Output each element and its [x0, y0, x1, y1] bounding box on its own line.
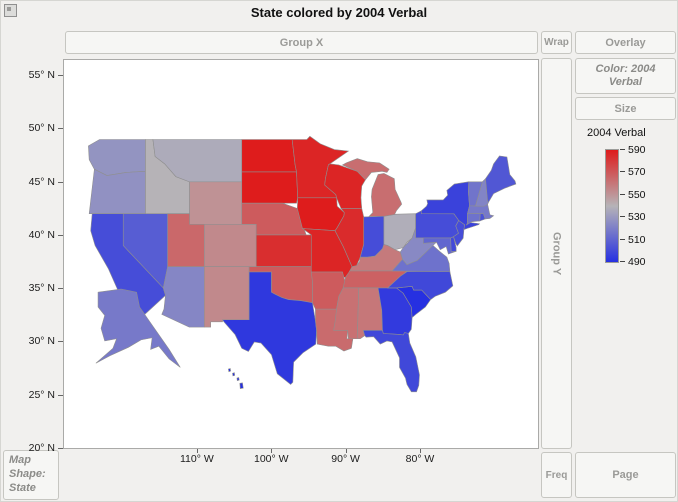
- state-shape-KS[interactable]: [255, 234, 312, 268]
- legend-tick-mark: [620, 238, 625, 240]
- state-shape-ME[interactable]: [485, 155, 517, 203]
- drop-zone-group-x-label: Group X: [279, 36, 324, 49]
- y-tick-mark: [58, 341, 63, 343]
- legend-title: 2004 Verbal: [587, 127, 646, 139]
- drop-zone-freq-label: Freq: [545, 469, 568, 481]
- legend-tick-label: 590: [628, 144, 646, 156]
- drop-zone-overlay-label: Overlay: [605, 36, 646, 49]
- page-title: State colored by 2004 Verbal: [250, 5, 428, 20]
- disclosure-icon[interactable]: [4, 4, 17, 17]
- x-tick-label: 90° W: [331, 453, 360, 465]
- drop-zone-map-shape[interactable]: Map Shape: State: [3, 450, 59, 500]
- legend-tick-mark: [620, 149, 625, 150]
- state-shape-AK[interactable]: [95, 288, 181, 368]
- state-shape-NM[interactable]: [204, 266, 250, 328]
- state-shape-IA[interactable]: [297, 197, 345, 232]
- legend-tick-label: 570: [628, 166, 646, 179]
- y-tick-label: 45° N: [28, 175, 55, 188]
- x-tick-mark: [196, 449, 198, 453]
- legend-tick-label: 550: [628, 188, 646, 201]
- drop-zone-size-label: Size: [614, 102, 637, 115]
- color-zone-line1: Color: 2004: [595, 63, 656, 76]
- map-shape-line3: State: [9, 481, 36, 494]
- y-tick-label: 25° N: [28, 388, 55, 401]
- state-shape-MI[interactable]: [341, 158, 390, 181]
- x-tick-mark: [271, 449, 273, 453]
- legend-tick-mark: [620, 261, 625, 262]
- state-shape-WI[interactable]: [324, 163, 366, 209]
- x-tick-label: 110° W: [179, 453, 214, 465]
- map-shape-line2: Shape:: [9, 467, 46, 480]
- drop-zone-page[interactable]: Page: [575, 452, 676, 498]
- drop-zone-wrap-label: Wrap: [544, 37, 569, 48]
- x-tick-label: 100° W: [253, 453, 289, 465]
- color-legend: 2004 Verbal 590 570 550 530 510 490: [575, 125, 676, 285]
- state-shape-MI[interactable]: [368, 173, 403, 217]
- y-tick-label: 20° N: [28, 441, 55, 454]
- legend-tick-label: 530: [628, 211, 646, 224]
- state-shape-NC[interactable]: [386, 271, 454, 300]
- state-shape-SD[interactable]: [241, 171, 299, 204]
- x-tick-mark: [345, 449, 347, 453]
- drop-zone-wrap[interactable]: Wrap: [541, 31, 572, 54]
- legend-tick-label: 490: [628, 256, 646, 268]
- y-tick-label: 30° N: [28, 335, 55, 348]
- legend-gradient-bar[interactable]: [605, 149, 619, 263]
- drop-zone-freq[interactable]: Freq: [541, 452, 572, 498]
- state-shape-VT[interactable]: [468, 181, 483, 207]
- legend-tick-mark: [620, 216, 625, 218]
- state-shape-WY[interactable]: [189, 181, 243, 225]
- y-tick-mark: [58, 128, 63, 130]
- drop-zone-overlay[interactable]: Overlay: [575, 31, 676, 54]
- x-tick-label: 80° W: [405, 453, 435, 465]
- map-shape-line1: Map: [9, 454, 31, 466]
- drop-zone-size[interactable]: Size: [575, 97, 676, 120]
- drop-zone-color[interactable]: Color: 2004 Verbal: [575, 58, 676, 94]
- y-tick-mark: [58, 394, 63, 396]
- legend-tick-label: 510: [628, 233, 646, 246]
- state-shape-FL[interactable]: [362, 330, 420, 393]
- state-shape-HI[interactable]: [239, 382, 244, 389]
- y-tick-mark: [58, 74, 63, 76]
- state-shape-OR[interactable]: [88, 168, 146, 215]
- plot-area[interactable]: [63, 59, 539, 449]
- state-shape-HI[interactable]: [232, 372, 236, 377]
- drop-zone-group-y-label: Group Y: [550, 231, 563, 276]
- y-tick-mark: [58, 447, 63, 449]
- drop-zone-page-label: Page: [612, 469, 639, 481]
- color-zone-line2: Verbal: [608, 76, 643, 88]
- state-shape-AZ[interactable]: [161, 266, 205, 328]
- y-tick-mark: [58, 181, 63, 183]
- state-shape-ND[interactable]: [241, 139, 297, 173]
- x-tick-mark: [420, 449, 421, 453]
- state-shape-TX[interactable]: [221, 271, 317, 385]
- y-tick-mark: [58, 288, 63, 290]
- y-tick-label: 55° N: [28, 68, 55, 81]
- legend-tick-mark: [620, 193, 625, 195]
- drop-zone-group-x[interactable]: Group X: [65, 31, 538, 54]
- y-tick-mark: [58, 234, 63, 236]
- y-tick-label: 50° N: [28, 122, 55, 135]
- state-shape-HI[interactable]: [228, 368, 231, 373]
- state-shape-WA[interactable]: [88, 139, 146, 176]
- drop-zone-group-y[interactable]: Group Y: [541, 58, 572, 449]
- legend-tick-mark: [620, 171, 625, 173]
- y-tick-label: 40° N: [28, 228, 55, 241]
- us-choropleth-map: [88, 135, 517, 393]
- y-tick-label: 35° N: [28, 282, 55, 295]
- state-shape-HI[interactable]: [236, 377, 240, 382]
- state-shape-PA[interactable]: [415, 210, 460, 239]
- state-shape-CO[interactable]: [204, 224, 257, 268]
